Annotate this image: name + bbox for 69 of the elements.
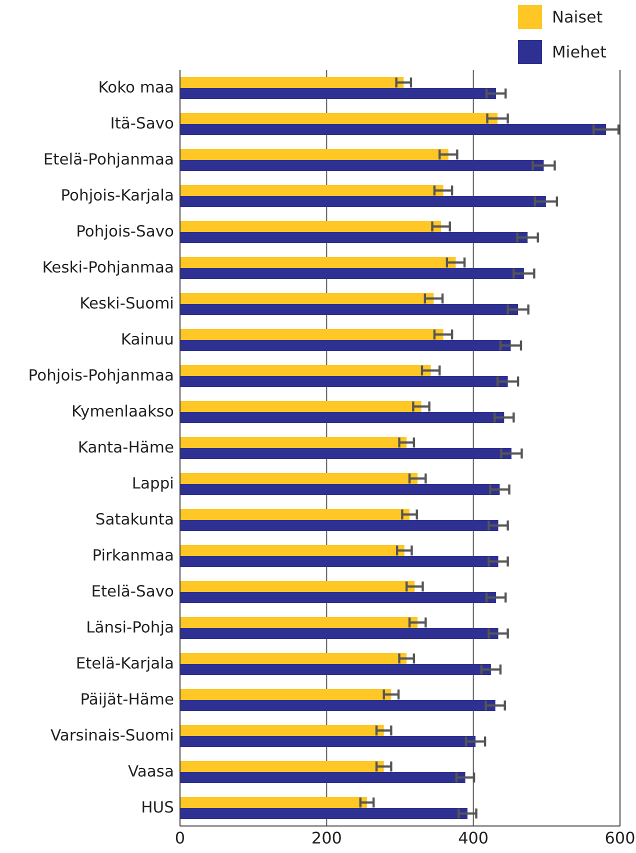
y-tick-label: Kainuu (120, 330, 174, 348)
y-tick-label: Kymenlaakso (71, 402, 174, 420)
bar (180, 556, 498, 567)
bar (180, 257, 456, 268)
y-tick-label: HUS (141, 798, 174, 816)
y-tick-label: Kanta-Häme (78, 438, 174, 456)
bar (180, 592, 496, 603)
y-tick-label: Etelä-Karjala (76, 654, 174, 672)
bar (180, 628, 498, 639)
bar (180, 340, 511, 351)
bar (180, 581, 415, 592)
bar (180, 185, 444, 196)
bar (180, 160, 544, 171)
bar (180, 376, 508, 387)
bar (180, 113, 498, 124)
y-tick-label: Pohjois-Pohjanmaa (28, 366, 174, 384)
x-tick-label: 400 (458, 828, 489, 848)
bar (180, 736, 476, 747)
y-tick-label: Pirkanmaa (92, 546, 174, 564)
bar (180, 689, 392, 700)
y-tick-label: Etelä-Pohjanmaa (43, 150, 174, 168)
bar (180, 797, 367, 808)
bar (180, 196, 546, 207)
bar (180, 304, 518, 315)
bar (180, 509, 410, 520)
bar (180, 617, 418, 628)
bar (180, 664, 491, 675)
bar (180, 725, 384, 736)
bar (180, 329, 444, 340)
y-tick-label: Pohjois-Savo (76, 222, 174, 240)
bar (180, 221, 442, 232)
bar (180, 437, 407, 448)
bar (180, 473, 418, 484)
y-tick-label: Keski-Pohjanmaa (42, 258, 174, 276)
y-tick-label: Keski-Suomi (80, 294, 174, 312)
bar (180, 149, 448, 160)
y-tick-label: Satakunta (95, 510, 174, 528)
y-tick-label: Vaasa (128, 762, 174, 780)
y-tick-label: Lappi (132, 474, 174, 492)
y-tick-label: Itä-Savo (110, 114, 174, 132)
bar (180, 293, 434, 304)
bar (180, 268, 524, 279)
x-tick-label: 600 (604, 828, 636, 848)
bar (180, 484, 500, 495)
bar (180, 761, 384, 772)
bar (180, 88, 496, 99)
bar (180, 124, 606, 135)
y-tick-label: Etelä-Savo (91, 582, 174, 600)
bar (180, 401, 422, 412)
bar (180, 412, 504, 423)
bar (180, 520, 498, 531)
bar (180, 232, 528, 243)
bar (180, 808, 468, 819)
bar (180, 77, 404, 88)
y-tick-label: Päijät-Häme (80, 690, 174, 708)
y-tick-label: Pohjois-Karjala (60, 186, 174, 204)
y-tick-label: Länsi-Pohja (86, 618, 174, 636)
y-tick-label: Koko maa (98, 78, 174, 96)
y-tick-label: Varsinais-Suomi (50, 726, 174, 744)
bar (180, 653, 407, 664)
x-tick-label: 200 (311, 828, 342, 848)
bar (180, 772, 466, 783)
bar (180, 448, 512, 459)
bar (180, 545, 404, 556)
bar (180, 365, 431, 376)
legend-label: Miehet (552, 42, 606, 62)
bar (180, 700, 496, 711)
legend-label: Naiset (552, 8, 603, 27)
x-tick-label: 0 (174, 828, 186, 848)
